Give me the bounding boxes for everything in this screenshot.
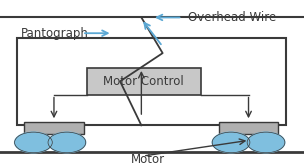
Text: Overhead Wire: Overhead Wire [188, 11, 277, 24]
Circle shape [212, 132, 250, 153]
Circle shape [15, 132, 52, 153]
Circle shape [48, 132, 86, 153]
Text: Pantograph: Pantograph [21, 27, 89, 40]
Text: Motor: Motor [131, 153, 165, 166]
Bar [17, 38, 286, 125]
Bar [219, 122, 278, 134]
Circle shape [247, 132, 285, 153]
Bar [24, 122, 84, 134]
Bar [87, 68, 201, 95]
Text: Motor Control: Motor Control [103, 75, 184, 88]
